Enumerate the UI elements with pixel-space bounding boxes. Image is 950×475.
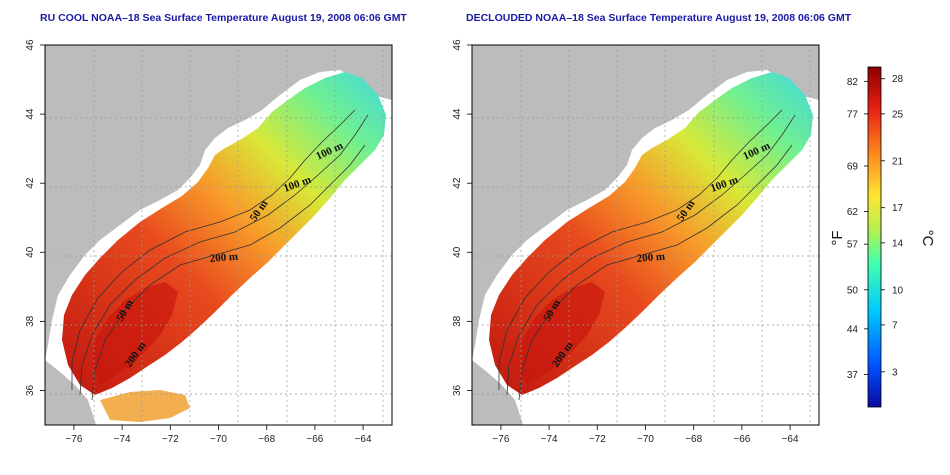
celsius-tick-label: 10 — [892, 285, 904, 296]
celsius-tick-label: 28 — [892, 74, 904, 85]
right-x-tick-label: −70 — [637, 434, 654, 445]
left-x-tick-label: −68 — [258, 434, 275, 445]
right-x-tick-label: −74 — [541, 434, 558, 445]
celsius-tick-label: 17 — [892, 203, 904, 214]
left-y-tick-label: 46 — [25, 39, 36, 51]
left-map-panel: 100 m 100 m 50 m 200 m 50 m 200 m −76 −74… — [25, 39, 393, 445]
left-x-tick-label: −66 — [306, 434, 323, 445]
left-y-tick-label: 38 — [25, 315, 36, 327]
celsius-tick-label: 3 — [892, 367, 898, 378]
left-x-tick-label: −74 — [114, 434, 131, 445]
lat-lon-grid — [472, 45, 819, 425]
left-x-tick-label: −70 — [210, 434, 227, 445]
isobath-200m — [91, 144, 366, 401]
right-y-tick-label: 44 — [452, 108, 463, 120]
isobath-200m — [518, 144, 793, 401]
colorbar-gradient — [867, 66, 882, 408]
left-x-tick-label: −64 — [355, 434, 372, 445]
right-x-tick-label: −68 — [685, 434, 702, 445]
celsius-tick-label: 25 — [892, 109, 904, 120]
left-x-tick-label: −76 — [65, 434, 82, 445]
right-panel-title: DECLOUDED NOAA–18 Sea Surface Temperatur… — [466, 12, 852, 24]
lat-lon-grid — [45, 45, 392, 425]
celsius-tick-label: 14 — [892, 238, 904, 249]
warm-shelf-core — [92, 282, 178, 385]
fahrenheit-tick-label: 77 — [847, 109, 859, 120]
fahrenheit-tick-label: 82 — [847, 77, 859, 88]
fahrenheit-tick-label: 62 — [847, 207, 859, 218]
right-y-tick-label: 38 — [452, 315, 463, 327]
left-panel-title: RU COOL NOAA–18 Sea Surface Temperature … — [40, 12, 407, 24]
land-mass — [472, 45, 819, 360]
no-data-area — [659, 150, 819, 420]
left-y-tick-label: 36 — [25, 384, 36, 396]
right-x-tick-label: −66 — [733, 434, 750, 445]
fahrenheit-tick-label: 37 — [847, 370, 859, 381]
fahrenheit-unit-label: °F — [829, 230, 846, 245]
warm-patch-south — [100, 390, 190, 422]
right-axis-ticks: −76 −74 −72 −70 −68 −66 −64 36 38 40 42 44 46 — [452, 39, 799, 445]
right-x-tick-label: −72 — [589, 434, 606, 445]
left-axis-ticks: −76 −74 −72 −70 −68 −66 −64 36 38 40 42 44 46 — [25, 39, 372, 445]
isobath-100m — [79, 114, 369, 396]
left-y-tick-label: 44 — [25, 108, 36, 120]
temperature-colorbar: 28 25 21 17 14 10 7 3 82 77 69 62 57 50 44 37 °F °C — [829, 66, 936, 408]
isobath-50m — [498, 109, 783, 390]
fahrenheit-tick-label: 69 — [847, 162, 859, 173]
celsius-unit-label: °C — [919, 230, 936, 247]
right-x-tick-label: −76 — [492, 434, 509, 445]
fahrenheit-tick-label: 57 — [847, 240, 859, 251]
warm-shelf-core — [519, 282, 605, 385]
colorbar-ticks: 28 25 21 17 14 10 7 3 82 77 69 62 57 50 44 37 — [847, 74, 904, 381]
land-mass — [45, 45, 392, 360]
right-y-tick-label: 46 — [452, 39, 463, 51]
left-y-tick-label: 42 — [25, 177, 36, 189]
isobath-50m — [71, 109, 356, 390]
cloud-patch — [232, 150, 392, 420]
contour-label-200m-a: 200 m — [636, 251, 665, 265]
right-map-panel: 100 m 100 m 50 m 200 m 50 m 200 m −76 −74… — [452, 39, 820, 445]
celsius-tick-label: 21 — [892, 156, 904, 167]
isobath-100m — [506, 114, 796, 396]
right-y-tick-label: 42 — [452, 177, 463, 189]
contour-label-200m-a: 200 m — [209, 251, 238, 265]
land-south-coast — [45, 360, 96, 425]
left-x-tick-label: −72 — [162, 434, 179, 445]
celsius-tick-label: 7 — [892, 320, 898, 331]
fahrenheit-tick-label: 44 — [847, 324, 859, 335]
right-y-tick-label: 40 — [452, 246, 463, 258]
land-south-coast — [472, 360, 523, 425]
right-x-tick-label: −64 — [782, 434, 799, 445]
left-y-tick-label: 40 — [25, 246, 36, 258]
right-y-tick-label: 36 — [452, 384, 463, 396]
fahrenheit-tick-label: 50 — [847, 285, 859, 296]
